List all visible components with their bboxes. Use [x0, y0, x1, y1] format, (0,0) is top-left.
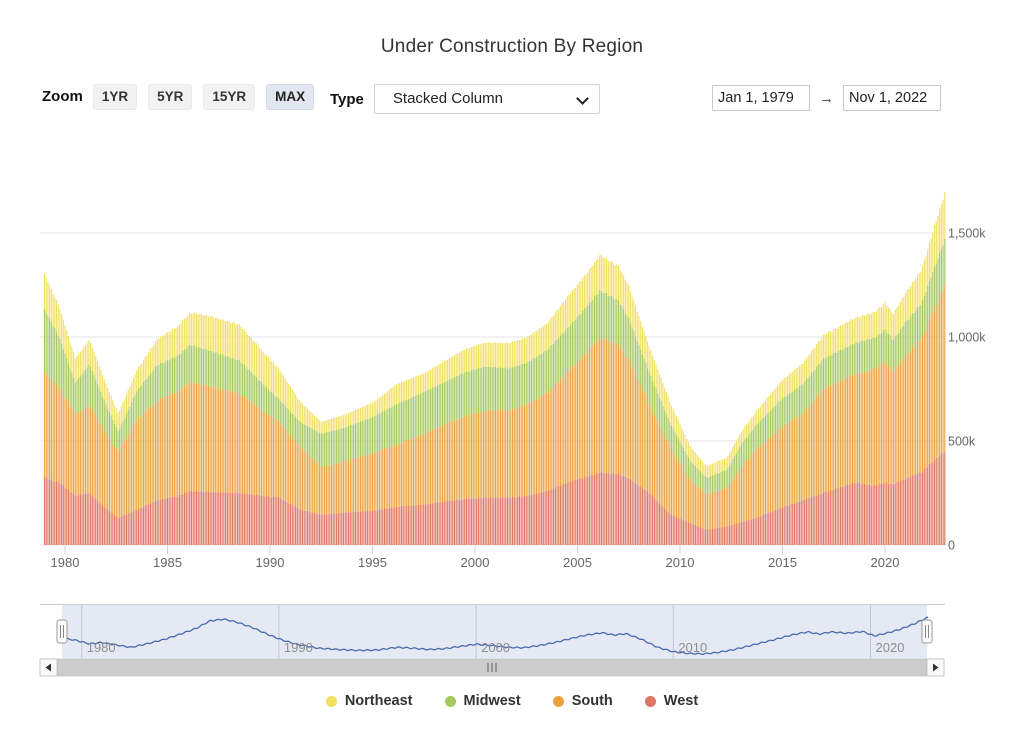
legend-label: Northeast: [344, 693, 413, 709]
legend-marker-icon: [325, 695, 337, 707]
svg-text:1990: 1990: [284, 640, 313, 655]
navigator-series-line: [61, 616, 929, 656]
navigator-selected-range[interactable]: [62, 605, 927, 659]
date-from-input[interactable]: [712, 85, 810, 111]
type-group: Type Stacked Column: [330, 84, 600, 114]
svg-text:2010: 2010: [678, 640, 707, 655]
date-range-group: →: [712, 85, 941, 111]
navigator-left-handle[interactable]: [56, 619, 68, 644]
svg-text:1,500k: 1,500k: [948, 227, 986, 241]
legend: Northeast Midwest South West: [0, 693, 1024, 709]
y-axis-labels: 0 500k 1,000k 1,500k: [948, 227, 986, 553]
svg-text:1995: 1995: [358, 555, 387, 570]
legend-marker-icon: [444, 695, 456, 707]
legend-marker-icon: [644, 695, 656, 707]
scrollbar-left-button[interactable]: [39, 658, 58, 677]
legend-label: Midwest: [463, 693, 521, 709]
svg-text:1980: 1980: [51, 555, 80, 570]
legend-item-south[interactable]: South: [552, 693, 613, 709]
svg-text:2005: 2005: [563, 555, 592, 570]
legend-label: West: [663, 693, 699, 709]
x-axis-labels: 1980 1985 1990 1995 2000 2005 2010 2015 2020: [51, 555, 900, 570]
toolbar: Zoom 1YR 5YR 15YR MAX Type Stacked Column →: [0, 84, 1024, 116]
range-arrow-icon: →: [819, 89, 834, 107]
navigator-right-handle[interactable]: [921, 619, 933, 644]
svg-text:1,000k: 1,000k: [948, 331, 986, 345]
scrollbar-right-button[interactable]: [926, 658, 945, 677]
scrollbar-right-arrow-icon: [933, 663, 939, 672]
zoom-button-group: Zoom 1YR 5YR 15YR MAX: [42, 84, 325, 110]
zoom-label: Zoom: [42, 88, 83, 106]
type-label: Type: [330, 90, 364, 108]
legend-label: South: [571, 693, 613, 709]
scrollbar-left-arrow-icon: [45, 663, 51, 672]
svg-text:2020: 2020: [876, 640, 905, 655]
svg-text:2015: 2015: [768, 555, 797, 570]
stacked-column-series[interactable]: [43, 192, 946, 545]
chevron-down-icon: [576, 92, 589, 105]
legend-item-midwest[interactable]: Midwest: [444, 693, 521, 709]
x-axis-ticks: [64, 545, 886, 555]
series-south-bars[interactable]: [43, 283, 946, 530]
series-west-bars[interactable]: [43, 452, 946, 545]
svg-text:2000: 2000: [461, 555, 490, 570]
zoom-button-1yr[interactable]: 1YR: [92, 84, 138, 110]
svg-text:1980: 1980: [87, 640, 116, 655]
zoom-button-max[interactable]: MAX: [266, 84, 315, 110]
zoom-button-5yr[interactable]: 5YR: [148, 84, 193, 110]
chart-type-value: Stacked Column: [392, 90, 503, 107]
chart-type-select[interactable]: Stacked Column: [373, 84, 600, 114]
page-title: Under Construction By Region: [380, 36, 644, 57]
series-midwest-bars[interactable]: [43, 238, 946, 495]
legend-marker-icon: [552, 695, 564, 707]
svg-text:1990: 1990: [256, 555, 285, 570]
legend-item-west[interactable]: West: [644, 693, 699, 709]
svg-text:1985: 1985: [153, 555, 182, 570]
svg-text:2020: 2020: [871, 555, 900, 570]
svg-text:2000: 2000: [481, 640, 510, 655]
scrollbar-grip-icon[interactable]: [487, 663, 497, 672]
navigator-gridlines: [81, 605, 872, 659]
svg-text:500k: 500k: [948, 435, 976, 449]
navigator-axis-labels: 1980 1990 2000 2010 2020: [87, 640, 905, 655]
series-northeast-bars[interactable]: [43, 192, 946, 478]
zoom-button-15yr[interactable]: 15YR: [203, 84, 256, 110]
svg-text:2010: 2010: [666, 555, 695, 570]
svg-text:0: 0: [948, 539, 955, 553]
date-to-input[interactable]: [843, 85, 941, 111]
legend-item-northeast[interactable]: Northeast: [325, 693, 413, 709]
